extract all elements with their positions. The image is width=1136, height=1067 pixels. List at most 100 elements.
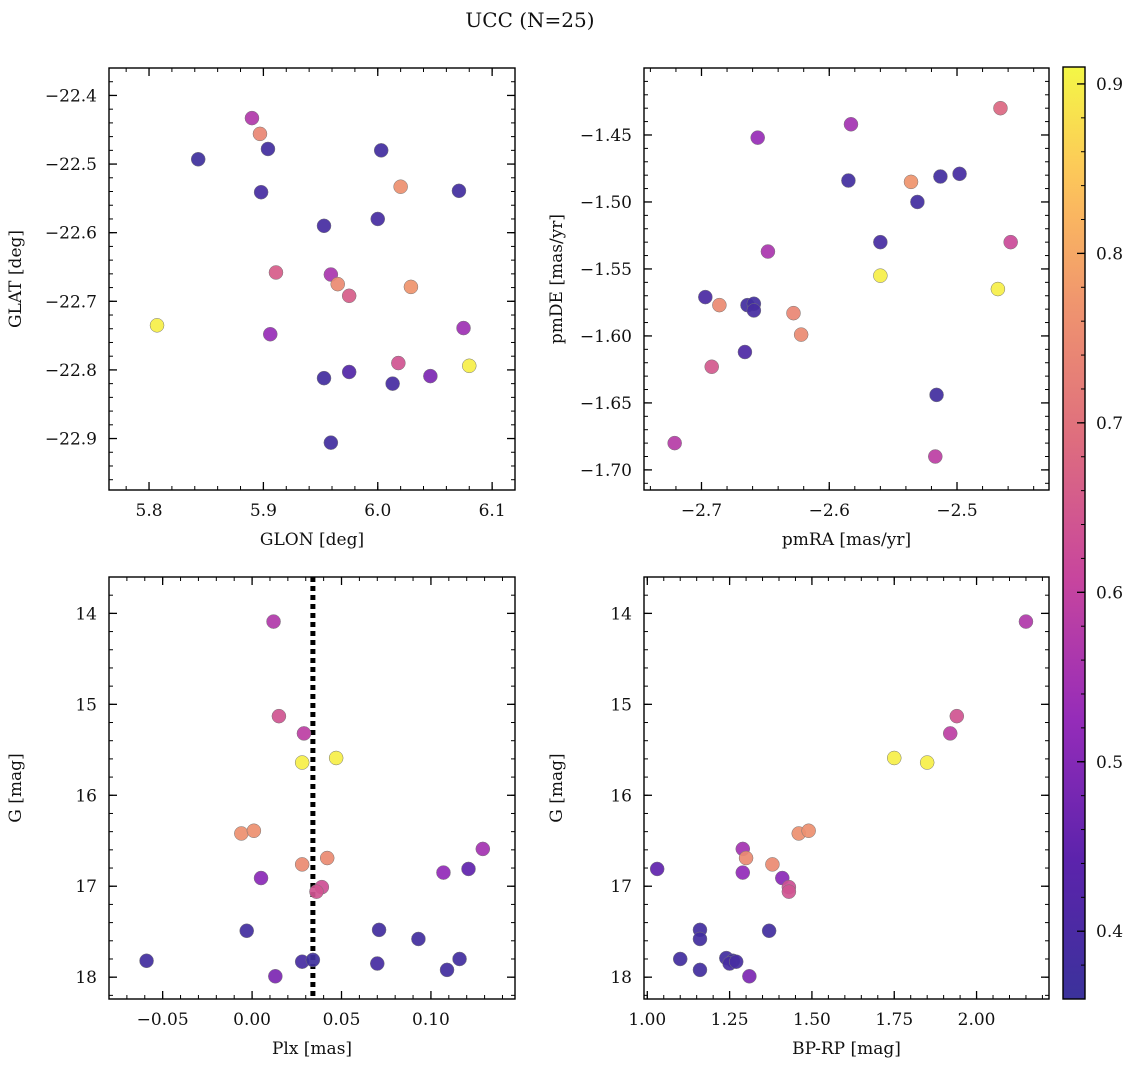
panel-top-left: 5.8 5.9 6.0 6.1 −22.4 −22.5 −22.6 −22.7 −22.8 −22…	[6, 67, 516, 550]
scatter-point	[886, 750, 902, 766]
scatter-point	[271, 708, 287, 724]
colorbar-gradient	[1062, 66, 1086, 1000]
scatter-point	[263, 326, 278, 342]
scatter-point	[949, 708, 965, 724]
scatter-point	[793, 327, 809, 342]
scatter-point	[423, 368, 438, 384]
y-tick-label: −1.65	[580, 394, 632, 414]
scatter-point	[319, 850, 335, 866]
scatter-point	[385, 376, 400, 391]
y-tick-label: 14	[75, 604, 97, 624]
x-tick-label: 1.00	[628, 1010, 666, 1030]
scatter-point	[139, 953, 154, 969]
scatter-point	[253, 184, 269, 200]
major-ticks	[644, 68, 1049, 490]
scatter-point	[253, 870, 269, 886]
colorbar-tick-label: 0.9	[1096, 75, 1123, 95]
scatter-point	[260, 141, 276, 157]
panel-bottom-right: 1.00 1.25 1.50 1.75 2.00 14 15 16 17 18 BP-RP [mag…	[547, 576, 1050, 1059]
scatter-point	[294, 857, 310, 872]
scatter-point	[309, 884, 324, 899]
panel-bottom-left: −0.05 0.00 0.05 0.10 14 15 16 17 18 Plx [mas] G [m…	[6, 576, 516, 1059]
y-tick-label: 16	[75, 786, 97, 806]
panel-top-right: −2.7 −2.6 −2.5 −1.45 −1.50 −1.55 −1.60 −1.65 −1.…	[547, 67, 1050, 550]
colorbar-tick-label: 0.5	[1096, 753, 1123, 773]
major-ticks	[109, 577, 515, 999]
scatter-point	[919, 755, 935, 770]
scatter-point	[149, 318, 165, 333]
scatter-point	[786, 305, 801, 321]
scatter-point	[728, 954, 744, 969]
colorbar-tick-label: 0.6	[1096, 583, 1123, 603]
y-tick-label: 15	[610, 695, 632, 715]
y-tick-label: −22.8	[45, 361, 97, 381]
x-tick-label: −0.05	[137, 1010, 189, 1030]
x-tick-label: 2.00	[958, 1010, 996, 1030]
y-tick-label: 15	[75, 695, 97, 715]
y-tick-label: 16	[610, 786, 632, 806]
scatter-point	[1003, 234, 1018, 250]
scatter-point	[268, 969, 283, 984]
scatter-point	[692, 962, 708, 978]
scatter-point	[672, 951, 688, 967]
scatter-point	[323, 435, 339, 450]
scatter-point	[246, 823, 262, 838]
scatter-point	[990, 281, 1006, 297]
scatter-point	[462, 358, 477, 374]
scatter-point	[746, 303, 762, 318]
y-tick-label: −1.50	[580, 193, 632, 213]
scatter-point	[316, 370, 332, 386]
scatter-point	[667, 435, 682, 451]
x-tick-label: 5.9	[250, 501, 277, 521]
scatter-point	[843, 117, 859, 132]
scatter-point	[873, 234, 888, 250]
y-tick-label: −1.60	[580, 327, 632, 347]
scatter-point	[411, 931, 426, 947]
y-tick-label: −22.9	[45, 430, 97, 450]
plot-frame	[643, 67, 1050, 491]
y-tick-label: −22.4	[45, 86, 97, 106]
scatter-point	[929, 387, 944, 403]
y-tick-label: −1.70	[580, 461, 632, 481]
scatter-points	[667, 100, 1018, 464]
scatter-point	[649, 861, 665, 877]
y-axis-label: pmDE [mas/yr]	[547, 214, 567, 344]
plot-frame	[108, 67, 516, 491]
major-ticks	[644, 577, 1049, 999]
scatter-point	[316, 218, 332, 234]
scatter-point	[698, 289, 713, 305]
scatter-point	[330, 276, 345, 292]
scatter-point	[456, 320, 471, 336]
scatter-point	[737, 344, 753, 360]
scatter-point	[439, 962, 455, 978]
scatter-point	[712, 297, 727, 313]
scatter-point	[393, 179, 408, 194]
scatter-point	[738, 850, 754, 866]
x-tick-label: −2.7	[681, 501, 722, 521]
scatter-point	[341, 288, 357, 304]
x-axis-label: Plx [mas]	[272, 1039, 352, 1059]
scatter-point	[910, 194, 925, 210]
scatter-point	[371, 922, 387, 938]
x-tick-label: 6.0	[364, 501, 391, 521]
scatter-point	[436, 865, 451, 880]
scatter-point	[761, 923, 777, 939]
y-tick-label: −22.6	[45, 224, 97, 244]
colorbar-tick-label: 0.4	[1096, 922, 1123, 942]
figure-title: UCC (N=25)	[465, 8, 594, 32]
scatter-point	[742, 969, 757, 984]
scatter-point	[268, 265, 284, 280]
scatter-point	[239, 923, 254, 939]
x-tick-label: 6.1	[479, 501, 506, 521]
scatter-point	[328, 750, 344, 766]
x-tick-label: 5.8	[136, 501, 163, 521]
colorbar-tick-label: 0.8	[1096, 244, 1123, 264]
x-axis-label: BP-RP [mag]	[792, 1039, 901, 1059]
y-axis-label: G [mag]	[547, 753, 567, 822]
x-tick-label: 1.50	[793, 1010, 831, 1030]
scatter-point	[841, 173, 856, 188]
scatter-points	[649, 614, 1034, 984]
y-tick-label: 18	[610, 968, 632, 988]
y-tick-label: 17	[75, 877, 97, 897]
scatter-point	[903, 174, 919, 190]
